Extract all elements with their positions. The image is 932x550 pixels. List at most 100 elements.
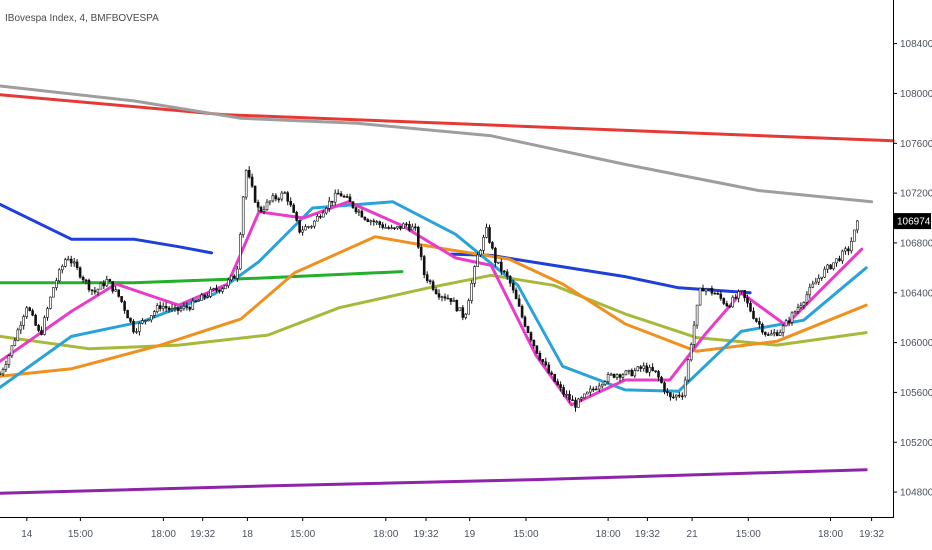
x-tick-label[interactable]: 19:32 bbox=[190, 529, 215, 540]
candle-body bbox=[443, 296, 447, 299]
candle-body bbox=[81, 276, 85, 281]
y-tick-label[interactable]: 105600.00 bbox=[900, 388, 932, 399]
x-tick-label[interactable]: 21 bbox=[687, 529, 699, 540]
candle-body bbox=[467, 300, 471, 315]
candle-body bbox=[615, 374, 619, 378]
candle-body bbox=[372, 220, 376, 223]
candle-body bbox=[405, 223, 408, 226]
candle-body bbox=[188, 307, 192, 310]
x-tick-label[interactable]: 15:00 bbox=[513, 529, 538, 540]
candle-body bbox=[126, 310, 129, 319]
candle-body bbox=[292, 204, 296, 213]
candle-body bbox=[393, 227, 396, 229]
candle-body bbox=[138, 322, 141, 332]
candle-body bbox=[19, 325, 23, 331]
candle-body bbox=[46, 308, 49, 318]
x-tick-layer[interactable]: 14 15:00 18:00 19:32 18 15:00 18:00 19:32 19 15:0… bbox=[21, 517, 885, 540]
candle-body bbox=[387, 227, 390, 229]
candle-body bbox=[173, 307, 177, 309]
x-tick-label[interactable]: 19:32 bbox=[859, 529, 884, 540]
x-tick-label[interactable]: 18:00 bbox=[151, 529, 176, 540]
x-tick-label[interactable]: 18:00 bbox=[818, 529, 843, 540]
candle-body bbox=[594, 388, 598, 391]
candle-body bbox=[153, 311, 156, 316]
y-tick-label[interactable]: 108400.00 bbox=[900, 39, 932, 50]
y-tick-label[interactable]: 105200.00 bbox=[900, 438, 932, 449]
candle-body bbox=[778, 332, 782, 336]
candle-body bbox=[574, 399, 577, 408]
candle-body bbox=[230, 275, 233, 281]
candle-body bbox=[713, 292, 717, 295]
candle-body bbox=[642, 365, 646, 369]
candle-body bbox=[360, 210, 364, 218]
candle-body bbox=[31, 310, 34, 316]
candle-body bbox=[796, 307, 800, 312]
x-tick-label[interactable]: 15:00 bbox=[68, 529, 93, 540]
y-tick-label[interactable]: 107600.00 bbox=[900, 139, 932, 150]
x-tick-label[interactable]: 19:32 bbox=[413, 529, 438, 540]
candle-body bbox=[161, 305, 165, 309]
y-tick-label[interactable]: 106400.00 bbox=[900, 288, 932, 299]
candle-body bbox=[838, 258, 841, 262]
candle-body bbox=[766, 334, 770, 336]
candle-body bbox=[141, 320, 144, 324]
y-tick-label[interactable]: 106800.00 bbox=[900, 238, 932, 249]
candle-body bbox=[508, 275, 512, 284]
candle-body bbox=[499, 261, 503, 272]
candle-body bbox=[324, 208, 328, 214]
candle-body bbox=[215, 288, 218, 291]
candle-body bbox=[505, 271, 509, 277]
candle-body bbox=[606, 374, 610, 382]
candle-body bbox=[351, 201, 355, 208]
candle-body bbox=[452, 299, 456, 302]
candle-body bbox=[734, 296, 738, 299]
x-tick-label[interactable]: 14 bbox=[21, 529, 33, 540]
candle-body bbox=[40, 330, 43, 335]
candle-body bbox=[544, 361, 548, 366]
candle-body bbox=[547, 364, 551, 374]
candle-body bbox=[268, 200, 272, 203]
candle-body bbox=[72, 261, 76, 264]
x-tick-label[interactable]: 15:00 bbox=[290, 529, 315, 540]
x-tick-label[interactable]: 15:00 bbox=[736, 529, 761, 540]
candle-body bbox=[559, 384, 562, 388]
y-tick-label[interactable]: 108000.00 bbox=[900, 89, 932, 100]
candle-body bbox=[90, 289, 94, 292]
candle-body bbox=[627, 369, 631, 372]
candle-body bbox=[455, 299, 459, 312]
candle-body bbox=[321, 212, 325, 218]
candle-body bbox=[399, 226, 402, 229]
candle-body bbox=[262, 209, 266, 212]
candle-body bbox=[621, 374, 625, 378]
candle-body bbox=[57, 269, 61, 282]
candle-body bbox=[236, 268, 239, 279]
candle-body bbox=[603, 381, 607, 385]
x-tick-label[interactable]: 18:00 bbox=[596, 529, 621, 540]
candle-body bbox=[784, 320, 788, 327]
candle-body bbox=[701, 287, 705, 292]
candle-body bbox=[265, 201, 269, 210]
x-tick-label[interactable]: 18 bbox=[242, 529, 254, 540]
x-tick-label[interactable]: 19:32 bbox=[635, 529, 660, 540]
candle-body bbox=[1, 369, 5, 375]
candle-body bbox=[194, 300, 198, 303]
candle-body bbox=[22, 316, 26, 326]
candle-body bbox=[565, 393, 568, 396]
candle-body bbox=[817, 277, 821, 283]
candle-body bbox=[378, 221, 382, 225]
candle-body bbox=[583, 393, 586, 398]
candle-body bbox=[731, 296, 735, 308]
y-tick-layer[interactable]: 104800.00 105200.00 105600.00 106000.00 1064… bbox=[893, 39, 932, 499]
candle-body bbox=[253, 185, 257, 203]
x-tick-label[interactable]: 18:00 bbox=[373, 529, 398, 540]
candle-body bbox=[123, 301, 126, 311]
y-tick-label[interactable]: 104800.00 bbox=[900, 488, 932, 499]
candle-body bbox=[722, 298, 726, 304]
x-tick-label[interactable]: 19 bbox=[464, 529, 476, 540]
candle-body bbox=[431, 281, 435, 290]
candle-body bbox=[117, 289, 120, 297]
y-tick-label[interactable]: 106000.00 bbox=[900, 338, 932, 349]
y-tick-label[interactable]: 107200.00 bbox=[900, 189, 932, 200]
candle-body bbox=[769, 333, 773, 336]
candle-body bbox=[16, 329, 20, 341]
